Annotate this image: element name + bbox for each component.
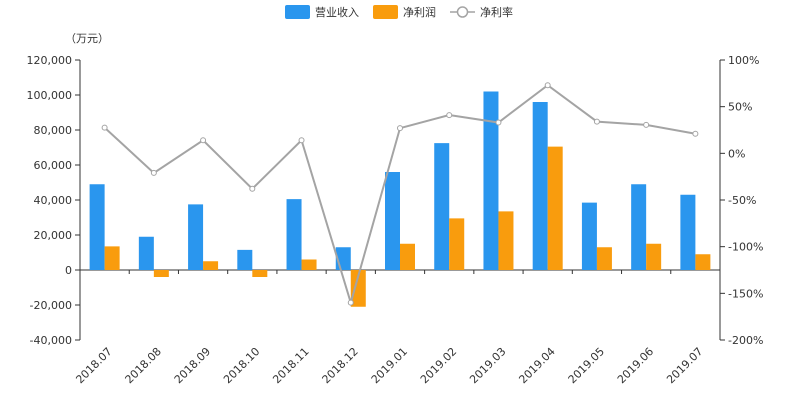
- y-left-tick-label: 100,000: [27, 89, 73, 102]
- axes: -40,000 -20,000 0 20,000 40,000 60,000 80,000 1…: [27, 54, 764, 347]
- bar-revenue: [680, 194, 696, 270]
- point-net-margin: [593, 118, 600, 125]
- point-net-margin: [150, 169, 157, 176]
- y-left-tick-label: 40,000: [34, 194, 73, 207]
- x-tick-label: 2018.09: [172, 345, 213, 386]
- bar-revenue: [237, 249, 253, 270]
- legend-marker: [456, 6, 469, 18]
- y-right-tick-label: -50%: [728, 194, 756, 207]
- x-tick-label: 2019.02: [418, 345, 459, 386]
- bar-revenue: [385, 172, 400, 270]
- y-right-tick-label: 50%: [728, 101, 752, 114]
- bar-revenue: [89, 184, 105, 270]
- bar-net-profit: [596, 247, 612, 270]
- x-tick-label: 2018.12: [320, 345, 361, 386]
- bar-net-profit: [400, 243, 415, 270]
- legend-label: 净利率: [480, 5, 513, 19]
- bars: [89, 91, 711, 307]
- point-net-margin: [347, 299, 354, 306]
- bar-net-profit: [153, 270, 169, 277]
- bar-net-profit: [449, 218, 465, 270]
- y-left-tick-label: 20,000: [34, 229, 73, 242]
- y-left-tick-label: 0: [65, 264, 72, 277]
- bar-net-profit: [350, 270, 366, 307]
- legend-swatch: [373, 5, 398, 19]
- point-net-margin: [397, 125, 403, 132]
- y-right-tick-label: -200%: [728, 334, 763, 347]
- bar-net-profit: [498, 211, 514, 270]
- point-net-margin: [249, 185, 256, 192]
- bar-net-profit: [203, 261, 219, 270]
- bar-revenue: [188, 204, 204, 270]
- line-series: [101, 82, 699, 307]
- y-left-tick-label: -20,000: [30, 299, 72, 312]
- bar-revenue: [434, 143, 450, 270]
- legend-label: 净利润: [403, 5, 436, 19]
- bar-revenue: [483, 91, 499, 270]
- legend-label: 营业收入: [315, 5, 359, 19]
- point-net-margin: [298, 137, 305, 144]
- point-net-margin: [446, 112, 453, 119]
- x-tick-label: 2018.11: [270, 345, 311, 386]
- bar-revenue: [138, 236, 154, 270]
- x-tick-label: 2019.06: [615, 345, 656, 386]
- bar-net-profit: [646, 243, 662, 270]
- bar-net-profit: [695, 254, 711, 270]
- x-tick-labels: 2018.07 2018.08 2018.09 2018.10 2018.11 2018.…: [73, 345, 705, 386]
- bar-revenue: [286, 199, 302, 270]
- bar-revenue: [581, 202, 597, 270]
- x-tick-label: 2018.07: [73, 345, 114, 386]
- point-net-margin: [101, 124, 108, 131]
- point-net-margin: [544, 82, 551, 89]
- bar-net-profit: [104, 246, 120, 270]
- bar-net-profit: [252, 270, 268, 277]
- y-left-tick-label: -40,000: [30, 334, 72, 347]
- x-tick-label: 2019.07: [664, 345, 705, 386]
- y-left-tick-label: 120,000: [27, 54, 73, 67]
- point-net-margin: [643, 121, 650, 128]
- bar-net-profit: [547, 146, 563, 270]
- y-unit-label: （万元）: [65, 32, 109, 45]
- point-net-margin: [692, 130, 699, 137]
- point-net-margin: [200, 137, 207, 144]
- x-tick-label: 2019.04: [516, 345, 557, 386]
- bar-revenue: [532, 102, 548, 270]
- y-right-tick-label: -100%: [728, 241, 763, 254]
- y-left-tick-label: 80,000: [34, 124, 73, 137]
- y-left-tick-label: 60,000: [34, 159, 73, 172]
- y-right-tick-label: 100%: [728, 54, 759, 67]
- y-right-tick-label: -150%: [728, 287, 763, 300]
- x-tick-label: 2019.03: [467, 345, 508, 386]
- y-right-tick-label: 0%: [728, 147, 745, 160]
- x-tick-label: 2019.01: [369, 345, 410, 386]
- legend-swatch: [285, 5, 310, 19]
- bar-revenue: [631, 184, 647, 270]
- point-net-margin: [495, 119, 502, 126]
- x-tick-label: 2019.05: [566, 345, 607, 386]
- x-tick-label: 2018.10: [221, 345, 262, 386]
- legend: 营业收入 净利润 净利率: [285, 5, 513, 19]
- x-tick-label: 2018.08: [123, 345, 164, 386]
- bar-net-profit: [301, 259, 317, 270]
